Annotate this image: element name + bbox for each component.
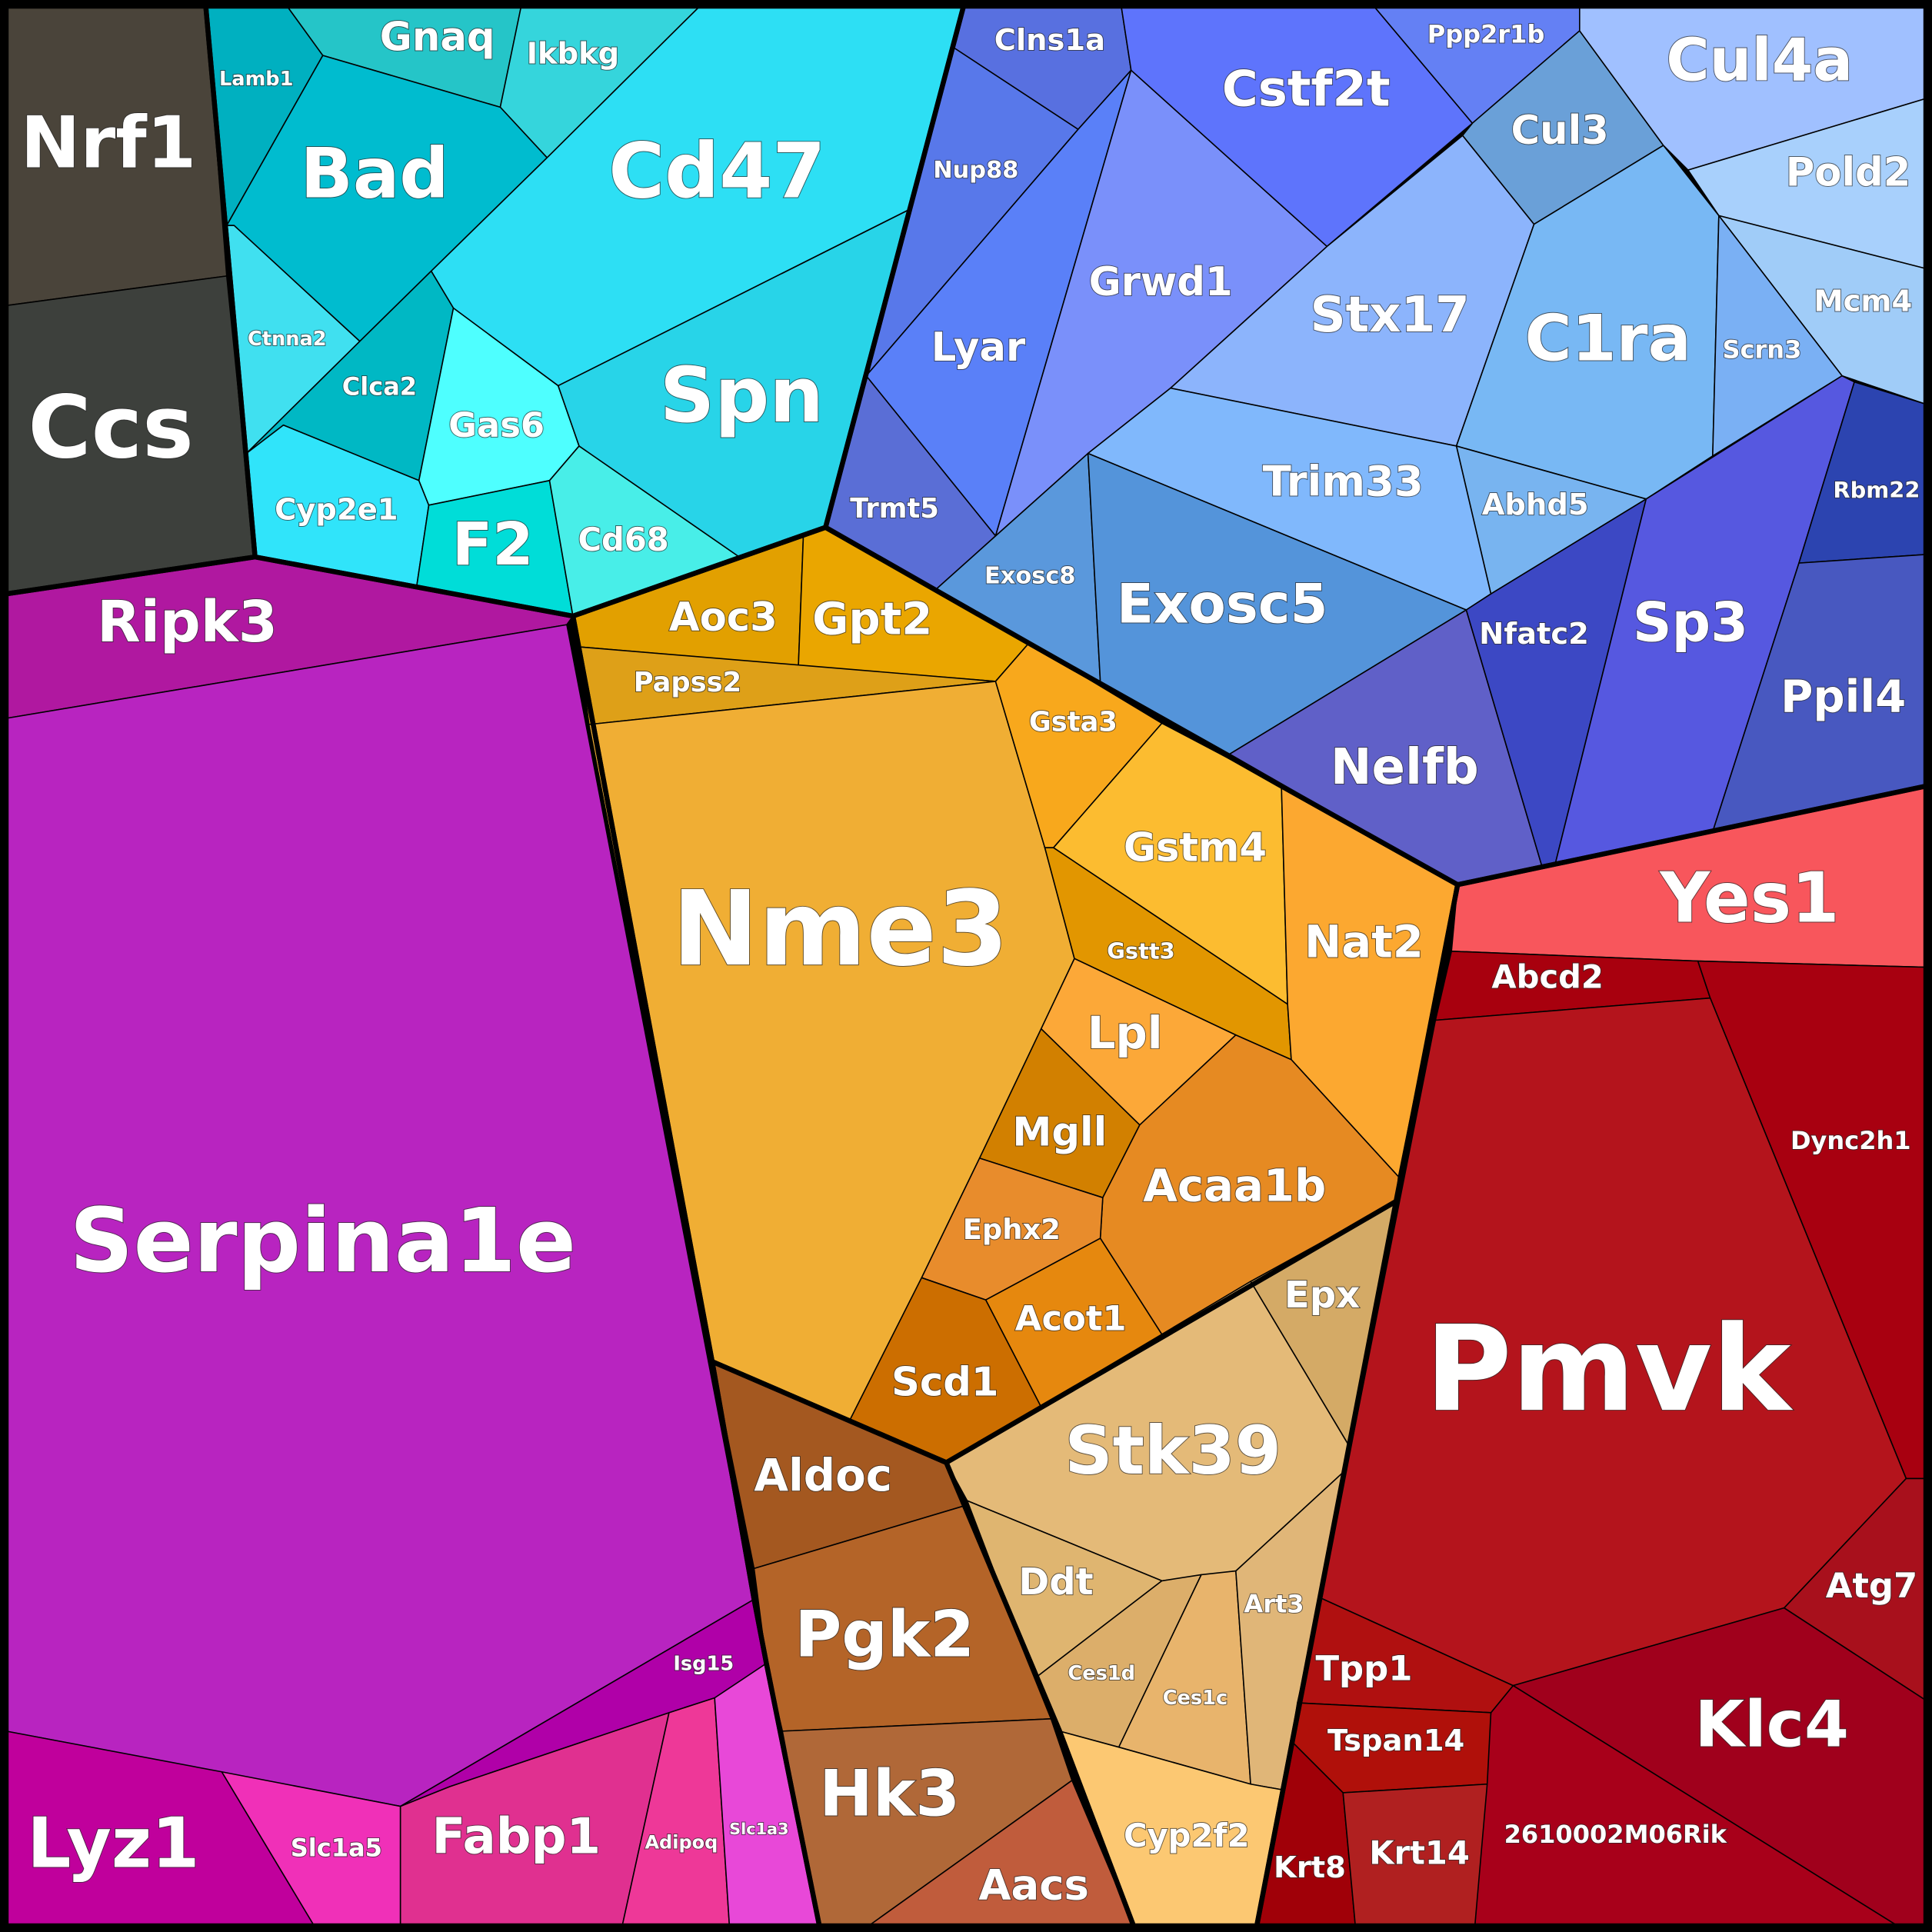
cell-label: Spn: [660, 351, 824, 440]
cell-label: Cyp2e1: [275, 492, 398, 527]
cell-label: Art3: [1244, 1589, 1304, 1618]
cell-label: Stk39: [1064, 1413, 1281, 1490]
cell-label: Mcm4: [1814, 285, 1912, 319]
cell-label: Ces1c: [1163, 1687, 1227, 1710]
cell-label: Fabp1: [431, 1808, 601, 1865]
cell-label: Atg7: [1826, 1565, 1917, 1606]
cell-label: Ikbkg: [527, 37, 619, 72]
cell-label: Exosc5: [1117, 572, 1328, 635]
cell-label: Nelfb: [1331, 739, 1479, 796]
cell-label: Cd47: [608, 127, 825, 215]
cell-label: Rbm22: [1833, 477, 1920, 503]
cell-label: Cstf2t: [1222, 62, 1391, 118]
labels: Nrf1 Ccs Lamb1 Gnaq Ikbkg Bad Ctnna2 Clca2 Cyp2e…: [20, 13, 1921, 1910]
cell-label: Exosc8: [984, 562, 1076, 589]
cell-label: Isg15: [673, 1652, 734, 1675]
cell-label: Trim33: [1263, 457, 1424, 506]
cell-label: Nat2: [1304, 915, 1424, 968]
cell-label: Aldoc: [754, 1449, 891, 1501]
cell-label: Gpt2: [812, 593, 932, 645]
cell-label: Aoc3: [669, 595, 778, 641]
cell-label: Nme3: [672, 868, 1009, 989]
cell-label: Pmvk: [1425, 1301, 1794, 1438]
cell-label: Slc1a3: [729, 1820, 788, 1838]
cell-label: Papss2: [634, 667, 741, 698]
cell-label: F2: [452, 511, 534, 579]
cell-label: Mgll: [1012, 1109, 1107, 1155]
cell-label: 2610002M06Rik: [1504, 1820, 1727, 1849]
cell-label: Scrn3: [1722, 335, 1801, 365]
cell-label: Slc1a5: [291, 1834, 382, 1863]
cell-label: Cul4a: [1666, 26, 1853, 95]
cells: [5, 5, 1927, 1927]
cell-label: Tpp1: [1315, 1647, 1412, 1688]
cell-label: Krt14: [1369, 1834, 1470, 1872]
cell-label: Ces1d: [1068, 1662, 1135, 1685]
cell-label: Ctnna2: [248, 328, 327, 351]
cell-label: Gsta3: [1029, 706, 1118, 738]
cell-label: Yes1: [1659, 859, 1839, 939]
cell-label: Gstm4: [1124, 824, 1267, 871]
cell-label: Ppp2r1b: [1427, 19, 1545, 48]
cell-label: Serpina1e: [69, 1190, 576, 1293]
cell-label: Krt8: [1274, 1850, 1346, 1885]
cell-label: Gnaq: [380, 14, 495, 60]
cell-label: Pgk2: [794, 1597, 974, 1672]
cell-label: Aacs: [978, 1860, 1089, 1909]
cell-label: Nfatc2: [1479, 617, 1589, 651]
cell-label: Lamb1: [219, 68, 294, 91]
cell-label: Ccs: [28, 378, 194, 478]
cell-label: Epx: [1284, 1274, 1360, 1317]
cell-label: Nrf1: [21, 102, 197, 185]
cell-label: Grwd1: [1089, 259, 1233, 305]
cell-label: Ripk3: [97, 590, 278, 655]
cell-label: Gas6: [448, 405, 545, 445]
cell-label: Bad: [300, 135, 448, 215]
cell-label: Tspan14: [1327, 1724, 1464, 1758]
cell-label: Cd68: [578, 521, 668, 558]
cell-label: Clca2: [342, 372, 417, 401]
cell-label: Nup88: [933, 157, 1018, 184]
cell-label: Sp3: [1633, 591, 1748, 654]
cell-label: Abcd2: [1491, 958, 1604, 996]
cell-label: Adipoq: [645, 1832, 718, 1854]
cell-label: Acot1: [1015, 1297, 1127, 1338]
cell-label: Ppil4: [1780, 671, 1906, 723]
cell-label: Lyar: [931, 325, 1026, 371]
cell-label: Trmt5: [850, 493, 939, 525]
cell-label: C1ra: [1524, 301, 1690, 375]
cell-label: Pold2: [1786, 149, 1911, 195]
cell-label: Ddt: [1018, 1561, 1093, 1604]
cell-label: Lyz1: [27, 1804, 199, 1884]
cell-label: Ephx2: [963, 1213, 1061, 1246]
cell-label: Gstt3: [1107, 938, 1174, 964]
cell-label: Dync2h1: [1790, 1126, 1911, 1155]
cell-label: Lpl: [1088, 1007, 1163, 1059]
cell-label: Stx17: [1310, 287, 1469, 344]
cell-label: Acaa1b: [1143, 1160, 1326, 1212]
cell-label: Cul3: [1511, 108, 1609, 154]
cell-label: Scd1: [891, 1360, 999, 1406]
cell-label: Clns1a: [994, 23, 1105, 58]
cell-label: Hk3: [819, 1756, 960, 1830]
cell-label: Klc4: [1695, 1687, 1849, 1762]
cell-label: Cyp2f2: [1124, 1817, 1250, 1854]
cell-label: Abhd5: [1482, 488, 1589, 522]
